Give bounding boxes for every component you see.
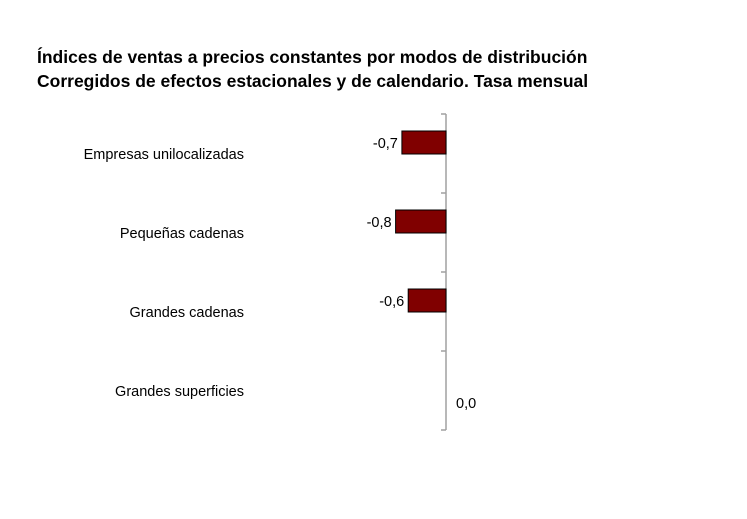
value-label: -0,6	[379, 294, 404, 310]
category-label: Empresas unilocalizadas	[84, 147, 244, 163]
bar	[407, 288, 447, 313]
category-label: Grandes cadenas	[130, 305, 244, 321]
value-label: 0,0	[456, 396, 476, 412]
category-label: Grandes superficies	[115, 384, 244, 400]
bar	[401, 130, 447, 155]
chart-title: Índices de ventas a precios constantes p…	[37, 47, 588, 67]
value-label: -0,7	[373, 136, 398, 152]
bar	[395, 209, 447, 234]
category-label: Pequeñas cadenas	[120, 226, 244, 242]
chart-subtitle: Corregidos de efectos estacionales y de …	[37, 71, 589, 91]
value-label: -0,8	[367, 215, 392, 231]
